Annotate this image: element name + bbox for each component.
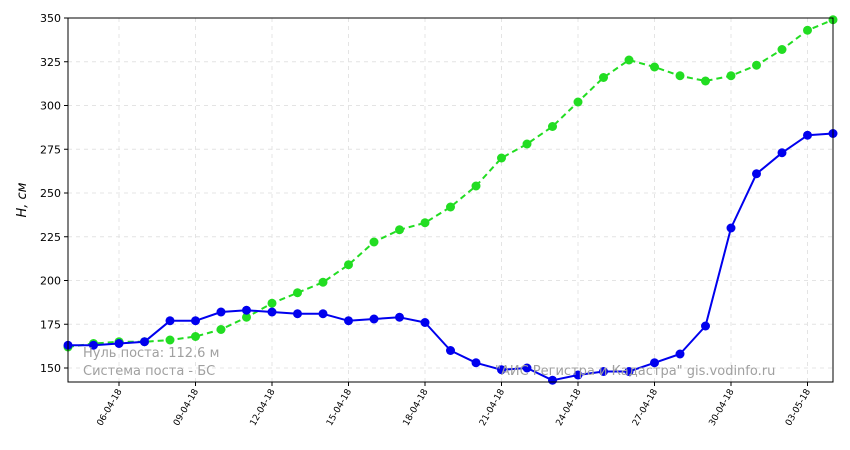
data-point bbox=[344, 316, 353, 326]
data-point bbox=[216, 307, 226, 317]
x-tick-label: 12-04-18 bbox=[249, 387, 278, 428]
watermark-system: Система поста - БС bbox=[83, 364, 215, 379]
data-point bbox=[624, 367, 634, 376]
data-point bbox=[446, 346, 455, 355]
data-point bbox=[344, 260, 353, 270]
data-point bbox=[446, 202, 455, 212]
y-tick-label: 275 bbox=[40, 143, 61, 156]
data-point bbox=[726, 71, 736, 81]
y-axis: 150 175 200 225 250 275 300 325 350 bbox=[40, 12, 68, 375]
data-point bbox=[293, 309, 302, 319]
data-point bbox=[573, 97, 583, 107]
data-point bbox=[675, 349, 685, 359]
x-tick-label: 03-05-18 bbox=[784, 387, 813, 428]
data-point bbox=[726, 223, 736, 233]
plot-frame bbox=[67, 17, 834, 383]
data-point bbox=[471, 358, 481, 368]
y-tick-label: 225 bbox=[40, 231, 61, 244]
data-point bbox=[701, 76, 710, 86]
data-point bbox=[140, 337, 149, 347]
data-point bbox=[522, 139, 532, 149]
data-point bbox=[89, 340, 98, 350]
data-point bbox=[395, 225, 404, 235]
x-tick-label: 09-04-18 bbox=[172, 387, 201, 428]
data-point bbox=[752, 60, 761, 70]
data-point bbox=[777, 148, 787, 158]
x-axis: 06-04-18 09-04-18 12-04-18 15-04-18 18-04-18… bbox=[96, 382, 813, 428]
data-point bbox=[267, 307, 277, 317]
data-point bbox=[624, 55, 634, 65]
data-point bbox=[701, 321, 710, 331]
data-point bbox=[420, 318, 430, 327]
data-point bbox=[293, 288, 302, 298]
data-point bbox=[650, 62, 659, 72]
data-point bbox=[752, 169, 761, 179]
data-point bbox=[420, 218, 430, 228]
data-point bbox=[803, 25, 812, 35]
data-point bbox=[599, 73, 608, 82]
data-point bbox=[114, 339, 124, 348]
y-tick-label: 250 bbox=[40, 187, 61, 200]
y-tick-label: 300 bbox=[40, 100, 61, 113]
plot-background bbox=[68, 18, 833, 382]
data-point bbox=[318, 277, 328, 287]
data-point bbox=[599, 367, 608, 376]
data-point bbox=[573, 370, 583, 380]
data-point bbox=[191, 332, 200, 341]
data-point bbox=[675, 71, 685, 81]
data-point bbox=[650, 358, 659, 368]
x-tick-label: 18-04-18 bbox=[402, 387, 431, 428]
x-tick-label: 21-04-18 bbox=[478, 387, 507, 428]
series-blue bbox=[63, 129, 838, 385]
series-layer bbox=[63, 15, 838, 385]
data-point bbox=[471, 181, 481, 191]
y-tick-label: 350 bbox=[40, 12, 61, 25]
y-tick-label: 200 bbox=[40, 275, 61, 288]
watermark-zero-level: Нуль поста: 112.6 м bbox=[83, 346, 219, 361]
data-point bbox=[369, 237, 379, 247]
watermark-source: "АИС Регистра и Кадастра" gis.vodinfo.ru bbox=[495, 364, 775, 379]
x-tick-label: 15-04-18 bbox=[325, 387, 354, 428]
data-point bbox=[216, 325, 226, 334]
data-point bbox=[242, 312, 251, 322]
y-tick-label: 325 bbox=[40, 56, 61, 69]
data-point bbox=[497, 153, 506, 163]
data-point bbox=[191, 316, 200, 326]
y-tick-label: 175 bbox=[40, 318, 61, 331]
data-point bbox=[369, 314, 379, 324]
y-tick-label: 150 bbox=[40, 362, 61, 375]
x-tick-label: 30-04-18 bbox=[708, 387, 737, 428]
data-point bbox=[497, 365, 506, 375]
x-tick-label: 06-04-18 bbox=[96, 387, 125, 428]
data-point bbox=[777, 45, 787, 54]
data-point bbox=[395, 312, 404, 322]
data-point bbox=[242, 305, 251, 315]
data-point bbox=[165, 316, 175, 326]
data-point bbox=[548, 122, 557, 131]
x-tick-label: 24-04-18 bbox=[555, 387, 584, 428]
x-tick-label: 27-04-18 bbox=[631, 387, 660, 428]
data-point bbox=[318, 309, 328, 319]
data-point bbox=[522, 363, 532, 373]
y-axis-label: H, см bbox=[15, 182, 30, 217]
data-point bbox=[267, 298, 277, 308]
data-point bbox=[165, 335, 175, 345]
data-point bbox=[803, 130, 812, 140]
